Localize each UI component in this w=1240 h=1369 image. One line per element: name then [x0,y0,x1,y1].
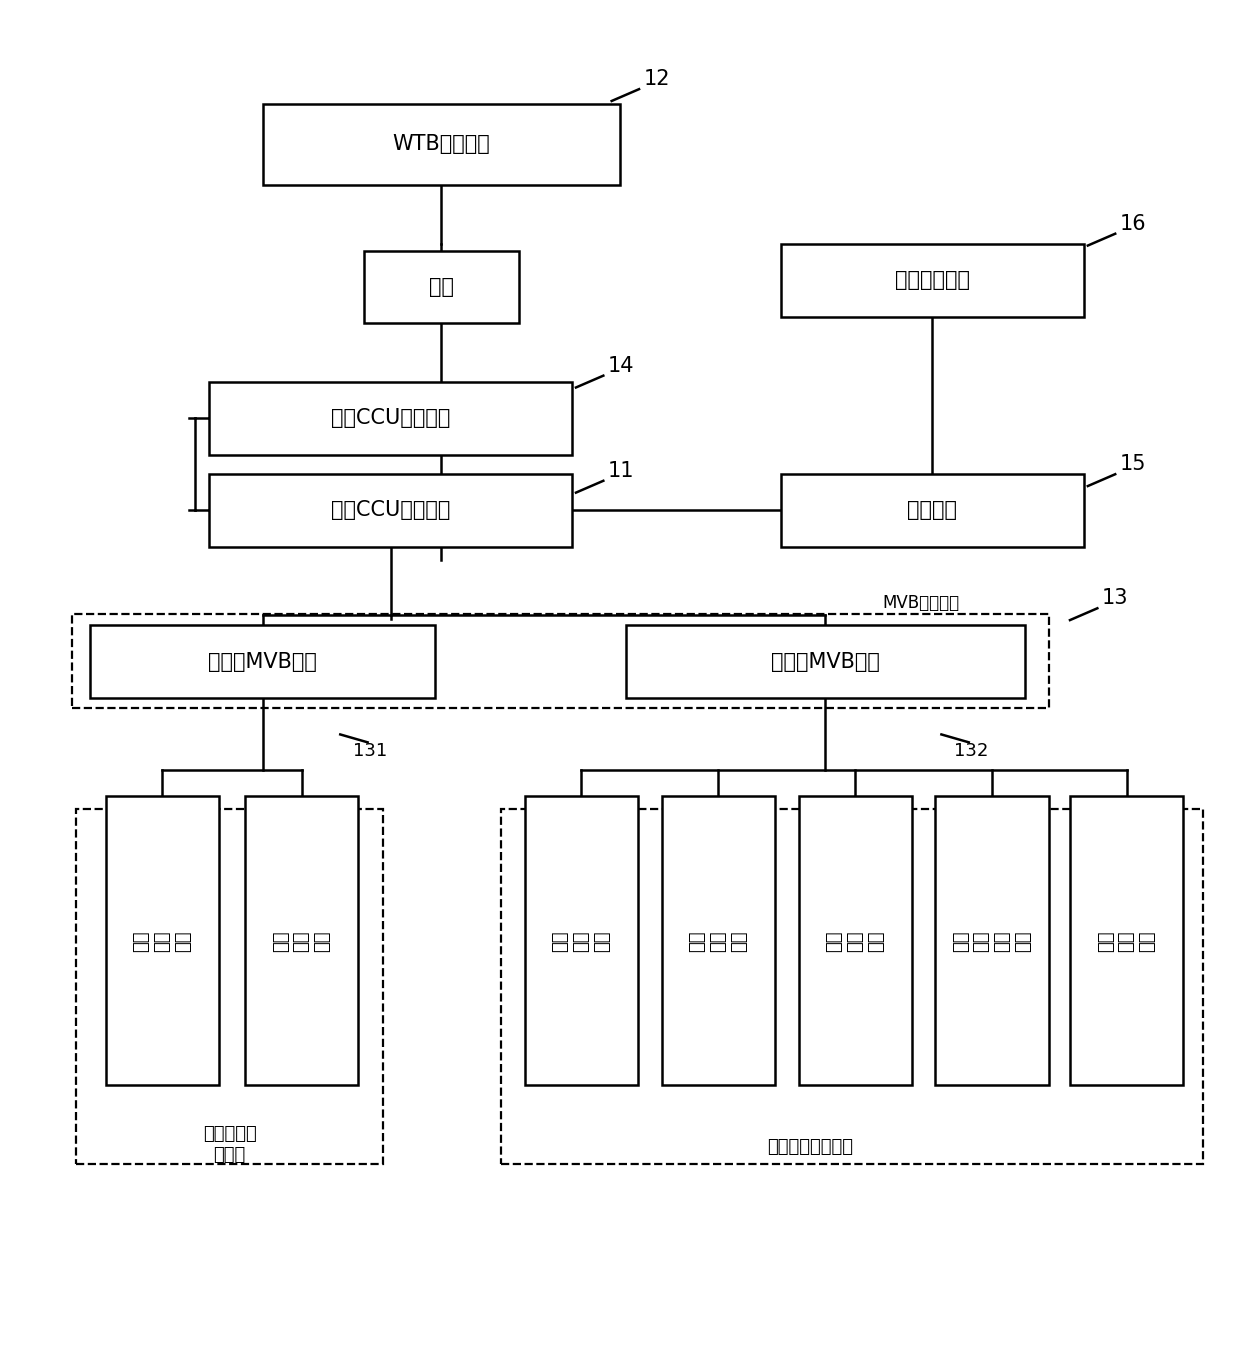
Bar [91,626,435,698]
Text: 辅助
供电
系统: 辅助 供电 系统 [272,930,331,951]
Bar [246,797,358,1086]
Text: 第二级MVB总线: 第二级MVB总线 [771,652,880,672]
Text: 列车
制动
系统: 列车 制动 系统 [1096,930,1157,951]
Bar [662,797,775,1086]
Bar [626,626,1024,698]
Bar [799,797,911,1086]
Text: 16: 16 [1120,214,1147,234]
Bar [76,809,383,1164]
Text: 15: 15 [1120,455,1147,474]
Text: MVB车辆总线: MVB车辆总线 [882,594,959,612]
Text: 列车
牵引
系统: 列车 牵引 系统 [133,930,192,951]
Text: 车门
控制
系统: 车门 控制 系统 [552,930,611,951]
Bar [365,251,518,323]
Bar [210,474,573,546]
Bar [781,244,1084,316]
Text: 13: 13 [1102,589,1128,608]
Text: 12: 12 [644,70,671,89]
Text: 131: 131 [353,742,387,760]
Text: 旅客
信息
系统: 旅客 信息 系统 [826,930,885,951]
Text: 第二CCU控制单元: 第二CCU控制单元 [331,408,450,428]
Text: 网关: 网关 [429,277,454,297]
Text: 空调
控制
系统: 空调 控制 系统 [688,930,748,951]
Bar [525,797,637,1086]
Text: 第二类控制子系统: 第二类控制子系统 [768,1138,853,1155]
Bar [72,613,1049,708]
Text: 第一类控制
子系统: 第一类控制 子系统 [202,1125,257,1164]
Bar [935,797,1049,1086]
Bar [781,474,1084,546]
Text: 列车
自动
保护
系统: 列车 自动 保护 系统 [952,930,1032,951]
Bar [501,809,1203,1164]
Text: 第一CCU控制单元: 第一CCU控制单元 [331,500,450,520]
Text: 信息发送单元: 信息发送单元 [895,270,970,290]
Bar [263,104,620,185]
Bar [105,797,218,1086]
Bar [1070,797,1183,1086]
Text: 11: 11 [608,461,635,481]
Text: WTB列车总线: WTB列车总线 [393,134,490,155]
Text: 第一级MVB总线: 第一级MVB总线 [208,652,317,672]
Text: 14: 14 [608,356,635,375]
Text: 警示单元: 警示单元 [908,500,957,520]
Bar [210,382,573,455]
Text: 132: 132 [954,742,988,760]
